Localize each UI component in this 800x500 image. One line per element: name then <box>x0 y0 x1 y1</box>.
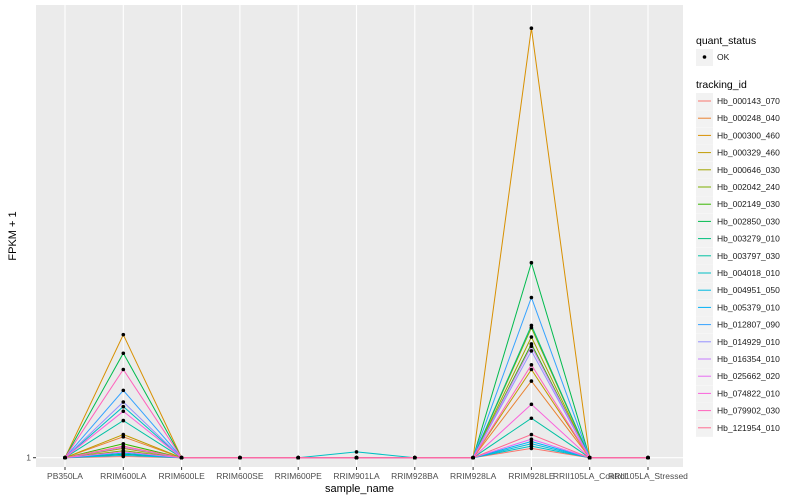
data-point <box>413 455 417 460</box>
data-point <box>354 455 359 460</box>
data-point <box>179 455 184 460</box>
plot-panel <box>36 5 683 467</box>
x-tick-label: RRIM928LA <box>450 471 497 481</box>
legend-label-ok: OK <box>717 52 730 62</box>
legend-label-tracking-id: Hb_002042_240 <box>717 182 780 192</box>
data-point <box>121 367 126 372</box>
x-tick-label: PB350LA <box>47 471 83 481</box>
legend-label-tracking-id: Hb_074822_010 <box>717 388 780 398</box>
data-point <box>646 455 650 460</box>
data-point <box>471 455 475 460</box>
legend-title-tracking-id: tracking_id <box>696 79 747 91</box>
x-tick-label: RRII105LA_Stressed <box>608 471 688 481</box>
legend-label-tracking-id: Hb_004951_050 <box>717 285 780 295</box>
x-tick-label: RRIM600SE <box>216 471 264 481</box>
x-tick-label: RRIM928BA <box>391 471 439 481</box>
data-point <box>121 404 126 409</box>
x-tick-label: RRIM600PE <box>275 471 323 481</box>
data-point <box>121 400 126 404</box>
data-point <box>121 444 126 448</box>
legend-label-tracking-id: Hb_002149_030 <box>717 199 780 209</box>
legend-label-tracking-id: Hb_121954_010 <box>717 423 780 433</box>
data-point <box>63 455 67 460</box>
data-point <box>529 432 534 437</box>
legend-point-ok <box>702 55 707 59</box>
data-point <box>121 409 126 414</box>
legend-label-tracking-id: Hb_000329_460 <box>717 148 780 158</box>
legend-label-tracking-id: Hb_025662_020 <box>717 371 780 381</box>
x-axis-title: sample_name <box>325 483 394 495</box>
data-point <box>529 295 534 300</box>
data-point <box>529 26 534 31</box>
data-point <box>121 332 126 337</box>
data-point <box>238 455 242 460</box>
legend-label-tracking-id: Hb_079902_030 <box>717 406 780 416</box>
data-point <box>529 323 534 328</box>
x-tick-label: RRIM928LE <box>508 471 555 481</box>
legend-label-tracking-id: Hb_016354_010 <box>717 354 780 364</box>
data-point <box>529 437 534 441</box>
data-point <box>529 379 534 383</box>
data-point <box>121 388 126 393</box>
legend-label-tracking-id: Hb_000646_030 <box>717 165 780 175</box>
legend-label-tracking-id: Hb_004018_010 <box>717 268 780 278</box>
data-point <box>529 416 534 421</box>
legend-label-tracking-id: Hb_012807_090 <box>717 320 780 330</box>
x-tick-label: RRIM600LE <box>158 471 205 481</box>
data-point <box>529 367 534 372</box>
data-point <box>121 432 126 437</box>
legend-label-tracking-id: Hb_000300_460 <box>717 130 780 140</box>
x-tick-label: RRIM901LA <box>333 471 380 481</box>
legend-label-tracking-id: Hb_003279_010 <box>717 234 780 244</box>
x-tick-label: RRII105LA_Control <box>553 471 627 481</box>
data-point <box>587 455 592 460</box>
legend-title-quant-status: quant_status <box>696 35 756 47</box>
data-point <box>121 418 126 423</box>
data-point <box>529 402 534 407</box>
legend-label-tracking-id: Hb_003797_030 <box>717 251 780 261</box>
data-point <box>121 450 126 454</box>
legend-label-tracking-id: Hb_014929_010 <box>717 337 780 347</box>
y-tick-label: 1 <box>26 453 31 463</box>
data-point <box>529 349 534 353</box>
data-point <box>354 450 359 454</box>
legend-label-tracking-id: Hb_005379_010 <box>717 302 780 312</box>
x-tick-label: RRIM600LA <box>100 471 147 481</box>
y-axis-title: FPKM + 1 <box>7 211 19 260</box>
data-point <box>529 260 534 265</box>
data-point <box>296 455 301 460</box>
legend-label-tracking-id: Hb_000248_040 <box>717 113 780 123</box>
data-point <box>121 351 126 356</box>
data-point <box>529 344 534 349</box>
data-point <box>529 335 534 339</box>
data-point <box>529 363 534 367</box>
legend-label-tracking-id: Hb_000143_070 <box>717 96 780 106</box>
legend-label-tracking-id: Hb_002850_030 <box>717 216 780 226</box>
